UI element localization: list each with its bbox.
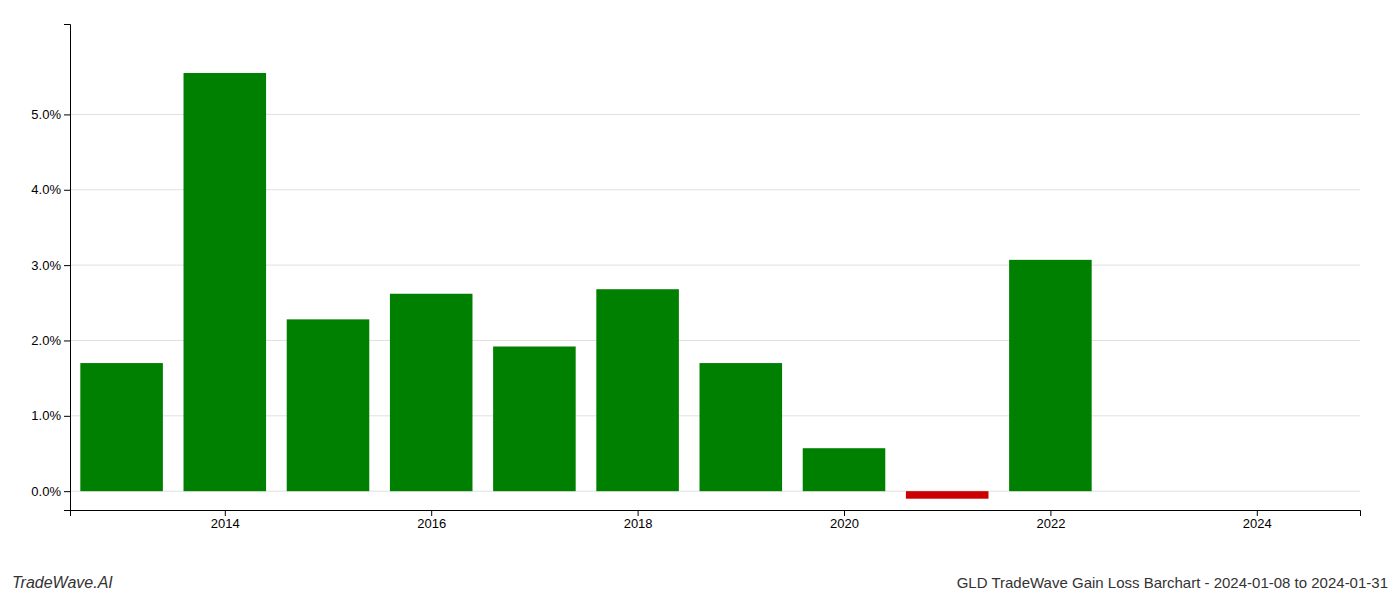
bar [184,73,267,491]
bar [1009,260,1092,491]
bar [906,491,989,499]
y-tick-label: 0.0% [31,484,61,499]
y-tick: 3.0% [31,258,70,273]
bar [1112,491,1195,492]
x-tick: 2014 [211,510,240,531]
x-tick-label: 2016 [417,516,446,531]
bars [80,73,1091,499]
y-tick: 2.0% [31,333,70,348]
x-axis: 2014 2016 2018 2020 2022 2024 [71,510,1361,531]
y-tick: 1.0% [31,408,70,423]
x-tick-label: 2014 [211,516,240,531]
chart: 2014 2016 2018 2020 2022 2024 0.0% 1.0% 2.0% 3.0%… [0,0,1400,600]
y-tick-mark [64,190,70,191]
x-tick-mark [431,510,432,516]
bar [700,363,783,491]
bar [80,363,163,491]
x-tick-label: 2022 [1036,516,1065,531]
bar [803,448,886,491]
y-tick-mark [64,265,70,266]
watermark: TradeWave.AI [12,574,113,591]
y-tick-label: 5.0% [31,107,61,122]
y-tick-mark [64,340,70,341]
x-tick-mark [1050,510,1051,516]
x-tick-mark [844,510,845,516]
bar [493,346,576,491]
y-tick-label: 1.0% [31,408,61,423]
bar [596,289,679,491]
x-tick: 2016 [417,510,446,531]
x-tick: 2018 [624,510,653,531]
y-tick-label: 3.0% [31,258,61,273]
y-tick-mark [64,491,70,492]
y-tick-label: 2.0% [31,333,61,348]
x-tick: 2020 [830,510,859,531]
y-tick: 5.0% [31,107,70,122]
x-tick-mark [225,510,226,516]
x-tick-label: 2018 [624,516,653,531]
y-tick-label: 4.0% [31,182,61,197]
bar [287,319,370,491]
x-tick: 2022 [1036,510,1065,531]
y-tick: 4.0% [31,182,70,197]
y-axis: 0.0% 1.0% 2.0% 3.0% 4.0% 5.0% [31,25,70,511]
x-tick: 2024 [1243,510,1272,531]
y-tick-mark [64,416,70,417]
x-tick-mark [1257,510,1258,516]
x-axis-line [71,511,1361,517]
x-tick-label: 2024 [1243,516,1272,531]
bar [390,294,473,491]
y-tick: 0.0% [31,484,70,499]
y-tick-mark [64,114,70,115]
x-tick-label: 2020 [830,516,859,531]
title: GLD TradeWave Gain Loss Barchart - 2024-… [957,574,1388,591]
x-tick-mark [638,510,639,516]
y-axis-line [64,25,71,511]
